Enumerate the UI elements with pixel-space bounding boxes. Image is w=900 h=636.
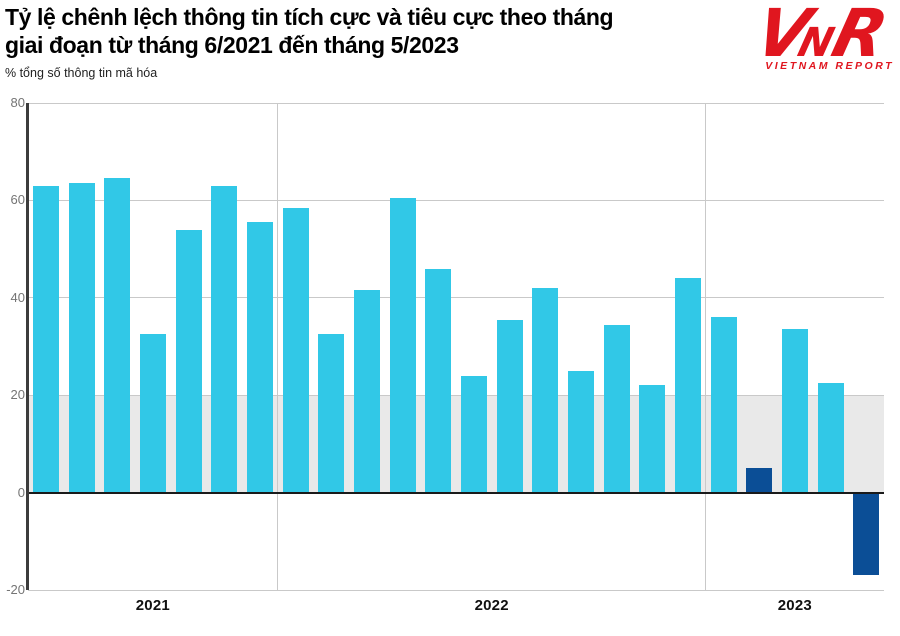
bar-7-2021 <box>68 183 95 493</box>
gridline-horizontal <box>28 199 884 201</box>
bar-4-2022 <box>389 197 416 493</box>
y-tick-label: 0 <box>17 484 25 500</box>
y-tick-label: 80 <box>10 95 25 110</box>
bar-7-2022 <box>496 319 523 493</box>
zero-line <box>28 491 884 494</box>
bar-9-2021 <box>139 334 166 493</box>
chart-subtitle: % tổng số thông tin mã hóa <box>5 66 158 80</box>
vnr-logo-wordmark: VIETNAM REPORT <box>765 60 894 72</box>
y-tick-label: -20 <box>6 582 25 597</box>
bar-2-2022 <box>318 334 345 493</box>
bar-11-2022 <box>639 385 666 493</box>
chart-title-line1: Tỷ lệ chênh lệch thông tin tích cực và t… <box>5 4 614 30</box>
year-divider <box>277 103 279 590</box>
bar-12-2022 <box>674 278 701 493</box>
bar-10-2022 <box>603 324 630 493</box>
bar-1-2023 <box>710 317 737 493</box>
bar-11-2021 <box>211 185 238 493</box>
shaded-band <box>28 395 884 493</box>
bar-8-2022 <box>532 288 559 493</box>
bar-6-2022 <box>460 375 487 493</box>
chart-title: Tỷ lệ chênh lệch thông tin tích cực và t… <box>5 3 725 59</box>
bar-10-2021 <box>175 229 202 493</box>
y-axis-line <box>26 103 29 590</box>
bar-9-2022 <box>567 370 594 493</box>
bar-5-2023 <box>853 492 880 576</box>
year-label: 2022 <box>474 597 509 614</box>
bar-2-2023 <box>746 468 773 493</box>
bar-5-2022 <box>425 268 452 493</box>
bar-1-2022 <box>282 207 309 493</box>
bar-4-2023 <box>817 383 844 493</box>
year-label: 2021 <box>135 597 170 614</box>
y-tick-label: 60 <box>10 192 25 208</box>
vnr-logo-mark: V N R <box>748 0 894 62</box>
y-tick-label: 40 <box>10 289 25 305</box>
y-tick-label: 20 <box>10 387 25 403</box>
bar-3-2022 <box>353 290 380 493</box>
gridline-horizontal <box>28 102 884 104</box>
bar-12-2021 <box>246 222 273 493</box>
year-label: 2023 <box>777 597 812 614</box>
gridline-horizontal <box>28 394 884 396</box>
gridline-horizontal <box>28 589 884 591</box>
bar-3-2023 <box>781 329 808 493</box>
bar-8-2021 <box>104 178 131 493</box>
chart-title-line2: giai đoạn từ tháng 6/2021 đến tháng 5/20… <box>5 32 459 58</box>
year-divider <box>705 103 707 590</box>
gridline-horizontal <box>28 297 884 299</box>
bar-6-2021 <box>32 185 59 493</box>
vnr-logo: V N R VIETNAM REPORT <box>734 0 894 86</box>
